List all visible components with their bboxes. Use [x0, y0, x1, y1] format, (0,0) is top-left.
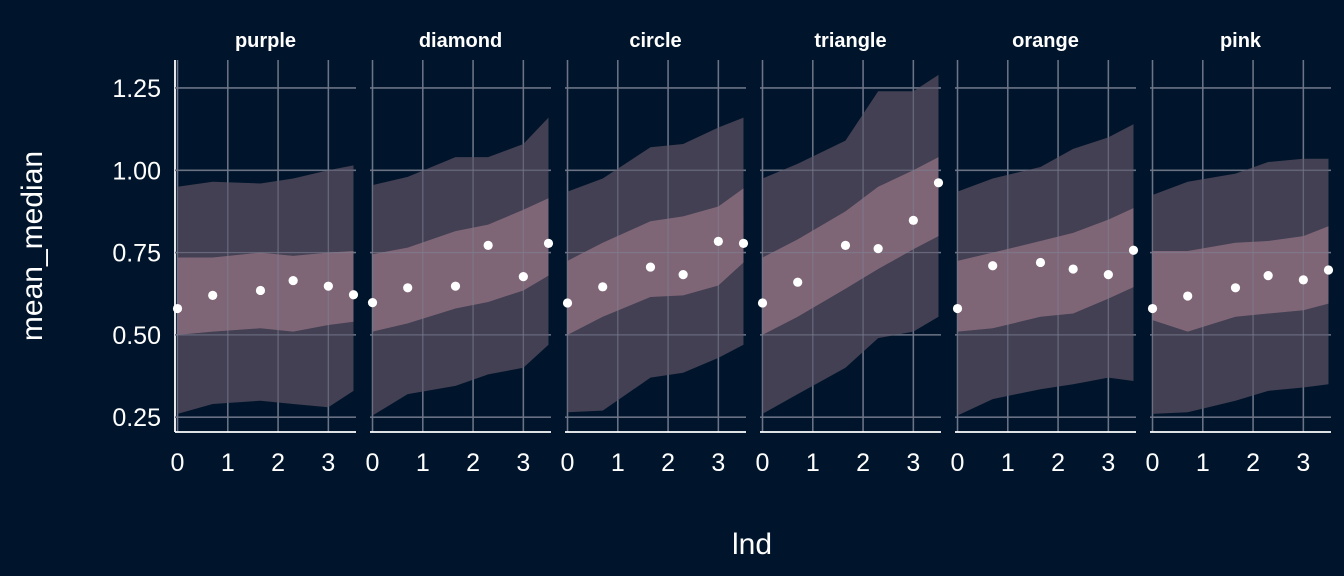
data-point: [933, 178, 944, 188]
x-tick-label: 3: [711, 449, 725, 477]
data-point: [840, 240, 851, 250]
data-point: [323, 281, 333, 291]
x-tick-label: 0: [1146, 449, 1160, 477]
facet-strip-title: diamond: [419, 30, 502, 52]
y-tick-label: 1.25: [112, 75, 161, 103]
x-tick-label: 0: [756, 449, 770, 477]
data-point: [1147, 303, 1158, 314]
facet-panel-triangle: 0 1 2 3 triangle: [756, 30, 944, 477]
x-tick-label: 2: [1246, 449, 1260, 477]
data-point: [483, 240, 493, 250]
data-point: [288, 275, 298, 286]
x-tick-label: 1: [221, 449, 235, 477]
x-tick-label: 1: [1001, 449, 1015, 477]
data-point: [543, 238, 554, 248]
data-point: [208, 290, 218, 300]
x-tick-label: 2: [661, 449, 675, 477]
data-point: [873, 244, 883, 254]
x-tick-label: 1: [806, 449, 820, 477]
facet-strip-title: orange: [1012, 30, 1079, 52]
y-axis-title: mean_median: [16, 151, 49, 341]
facet-strip-title: circle: [629, 30, 681, 52]
facet-panels: 0 1 2 3 purple 0 1 2 3 diamond 0 1 2 3 circle 0 1 2 3 trian…: [171, 30, 1334, 477]
data-point: [952, 303, 963, 314]
data-point: [1263, 271, 1273, 281]
data-point: [908, 215, 918, 225]
data-point: [1230, 283, 1241, 293]
x-axis-title: lnd: [732, 528, 772, 561]
facet-panel-circle: 0 1 2 3 circle: [561, 30, 749, 477]
x-tick-label: 3: [906, 449, 920, 477]
facet-panel-pink: 0 1 2 3 pink: [1146, 30, 1334, 477]
data-point: [1323, 265, 1334, 275]
data-point: [793, 277, 803, 287]
data-point: [1298, 275, 1308, 285]
data-point: [738, 238, 749, 248]
x-tick-label: 2: [466, 449, 480, 477]
x-tick-label: 1: [1196, 449, 1210, 477]
data-point: [403, 283, 413, 293]
x-tick-label: 2: [1051, 449, 1065, 477]
y-tick-label: 0.25: [112, 404, 161, 432]
facet-strip-title: triangle: [814, 30, 886, 52]
facet-strip-title: purple: [235, 30, 296, 52]
data-point: [1068, 264, 1078, 274]
x-tick-label: 0: [171, 449, 185, 477]
x-tick-label: 0: [561, 449, 575, 477]
data-point: [450, 281, 461, 291]
data-point: [988, 261, 998, 271]
data-point: [562, 298, 573, 308]
data-point: [713, 236, 723, 246]
y-tick-label: 1.00: [112, 157, 161, 185]
inner-interval-band: [567, 188, 744, 335]
data-point: [1103, 270, 1113, 280]
data-point: [172, 303, 183, 314]
y-axis: 0.25 0.50 0.75 1.00 1.25: [112, 60, 176, 432]
x-tick-label: 3: [1296, 449, 1310, 477]
data-point: [645, 262, 656, 272]
data-point: [1035, 257, 1046, 268]
data-point: [367, 298, 378, 308]
data-point: [348, 290, 359, 300]
y-tick-label: 0.50: [112, 322, 161, 350]
data-point: [1183, 291, 1193, 301]
data-point: [757, 298, 768, 308]
data-point: [255, 285, 266, 296]
x-tick-label: 1: [416, 449, 430, 477]
facet-panel-diamond: 0 1 2 3 diamond: [366, 30, 554, 477]
x-tick-label: 2: [271, 449, 285, 477]
facet-strip-title: pink: [1220, 30, 1262, 52]
x-tick-label: 0: [951, 449, 965, 477]
facet-panel-orange: 0 1 2 3 orange: [951, 30, 1139, 477]
y-tick-label: 0.75: [112, 240, 161, 268]
data-point: [678, 270, 688, 280]
x-tick-label: 1: [611, 449, 625, 477]
inner-interval-band: [372, 198, 549, 332]
x-tick-label: 2: [856, 449, 870, 477]
x-tick-label: 3: [1101, 449, 1115, 477]
x-tick-label: 0: [366, 449, 380, 477]
inner-interval-band: [762, 157, 939, 335]
x-tick-label: 3: [516, 449, 530, 477]
inner-interval-band: [177, 250, 354, 335]
data-point: [518, 272, 528, 282]
inner-interval-band: [957, 208, 1134, 332]
x-tick-label: 3: [321, 449, 335, 477]
data-point: [1128, 245, 1139, 255]
data-point: [598, 282, 608, 292]
facet-panel-purple: 0 1 2 3 purple: [171, 30, 359, 477]
